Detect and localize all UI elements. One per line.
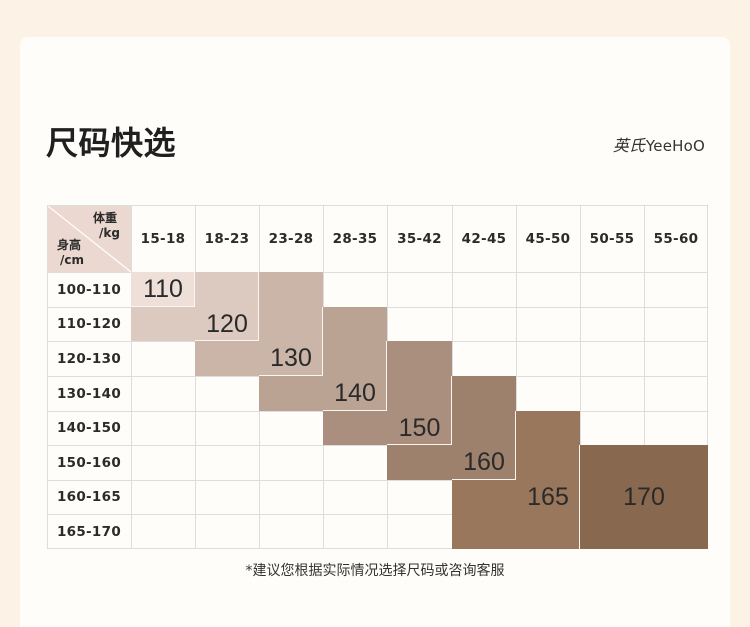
height-range-header: 150-160 [56,454,122,471]
weight-axis-label: 体重 [92,211,117,225]
grid-line-vertical [707,205,708,549]
grid-line-vertical [580,205,581,549]
height-range-header: 160-165 [56,489,122,505]
brand-logo-en: YeeHoO [645,137,705,155]
weight-range-header: 23-28 [268,230,314,247]
size-block-cell [259,307,323,341]
size-block-cell [259,272,323,307]
size-label: 165 [527,482,569,511]
height-range-header: 120-130 [56,350,122,367]
size-block-cell [131,272,195,307]
size-block-cell [452,445,516,480]
size-block-cell [516,411,580,445]
height-axis-unit: /cm [60,253,84,267]
grid-line-horizontal [47,272,708,273]
size-block-cell [516,514,580,549]
size-block-cell [644,514,708,549]
size-block-cell [195,307,259,341]
size-label: 110 [143,275,183,303]
grid-line-horizontal [47,514,708,515]
grid-line-horizontal [47,480,708,481]
size-block-cell [452,376,516,411]
weight-range-header: 45-50 [525,230,571,247]
weight-range-header: 50-55 [589,230,635,247]
size-block-cell [452,480,516,514]
grid-line-horizontal [47,548,708,549]
size-block-cell [323,341,387,376]
height-range-header: 110-120 [56,316,122,332]
weight-range-header: 55-60 [653,230,699,247]
weight-range-header: 42-45 [461,230,507,247]
size-block-cell [580,514,644,549]
grid-line-horizontal [47,205,708,206]
size-block-cell [387,341,452,376]
grid-line-vertical [195,205,196,549]
size-block-cell [131,307,195,341]
size-block-cell [644,480,708,514]
grid-line-vertical [644,205,645,549]
size-block-cell [323,307,387,341]
height-axis-label: 身高 [57,238,82,252]
size-block-cell [259,376,323,411]
size-block-cell [452,411,516,445]
grid-line-horizontal [47,445,708,446]
corner-diagonal-line [48,206,131,272]
weight-range-header: 15-18 [140,230,186,247]
size-block-cell [387,376,452,411]
size-label: 160 [463,448,505,476]
size-label: 150 [398,413,441,442]
height-range-header: 100-110 [56,281,122,298]
size-block-cell [516,480,580,514]
header-corner-cell: 体重 /kg 身高 /cm [48,206,131,272]
size-block-cell [323,376,387,411]
footnote: *建议您根据实际情况选择尺码或咨询客服 [245,563,505,579]
size-block-cell [195,272,259,307]
height-range-header: 130-140 [56,385,122,402]
weight-range-header: 35-42 [397,230,442,247]
height-range-header: 140-150 [56,420,122,436]
size-block-cell [259,341,323,376]
brand-logo: 英氏 YeeHoO [613,136,705,156]
size-label: 170 [623,482,665,511]
weight-range-header: 18-23 [204,230,250,247]
size-chart-card: 尺码快选 英氏 YeeHoO 体重 /kg 身高 /cm 15-18 18-23 2… [20,37,730,627]
page-title: 尺码快选 [46,124,177,162]
weight-axis-unit: /kg [99,226,120,240]
size-label: 130 [270,344,312,372]
weight-range-header: 28-35 [332,230,378,247]
size-block-cell [195,341,259,376]
size-block-cell [452,514,516,549]
size-block-cell [387,411,452,445]
size-block-cell [516,445,580,480]
size-label: 140 [334,379,376,407]
size-block-cell [323,411,387,445]
size-block-cell [580,445,644,480]
brand-logo-cn: 英氏 [612,136,645,155]
size-block-cell [644,445,708,480]
grid-line-vertical [47,205,48,549]
size-label: 120 [206,309,248,338]
grid-line-vertical [516,205,517,549]
size-table: 体重 /kg 身高 /cm 15-18 18-23 23-28 28-35 35-42 4… [47,205,708,549]
size-block-cell [580,480,644,514]
grid-line-vertical [131,205,132,549]
size-block-cell [387,445,452,480]
height-range-header: 165-170 [56,523,122,540]
